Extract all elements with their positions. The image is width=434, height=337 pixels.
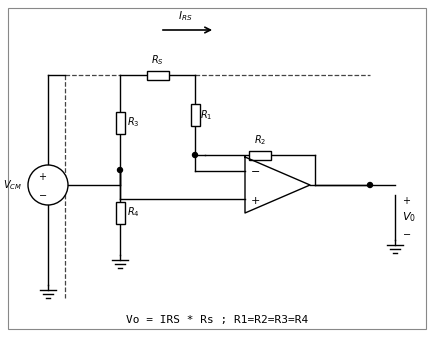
Bar [115, 202, 125, 223]
Text: Vo = IRS * Rs ; R1=R2=R3=R4: Vo = IRS * Rs ; R1=R2=R3=R4 [126, 315, 308, 325]
Text: $-$: $-$ [39, 189, 48, 199]
Text: $+$: $+$ [39, 171, 47, 182]
Text: $R_S$: $R_S$ [151, 53, 164, 67]
Text: $V_0$: $V_0$ [402, 210, 416, 224]
Text: $-$: $-$ [402, 228, 411, 238]
Text: $I_{RS}$: $I_{RS}$ [178, 9, 192, 23]
Text: $R_3$: $R_3$ [127, 116, 140, 129]
Circle shape [193, 153, 197, 157]
Text: $-$: $-$ [250, 165, 260, 175]
Bar [115, 112, 125, 133]
Text: $+$: $+$ [402, 194, 411, 206]
Circle shape [28, 165, 68, 205]
Bar [249, 151, 271, 159]
Text: $+$: $+$ [250, 194, 260, 206]
Text: $V_{CM}$: $V_{CM}$ [3, 178, 23, 192]
Circle shape [368, 183, 372, 187]
Text: $R_4$: $R_4$ [127, 206, 140, 219]
Text: $R_1$: $R_1$ [200, 108, 212, 122]
Text: $R_2$: $R_2$ [254, 133, 266, 147]
Circle shape [118, 167, 122, 173]
Bar [191, 104, 200, 126]
Bar [147, 70, 168, 80]
